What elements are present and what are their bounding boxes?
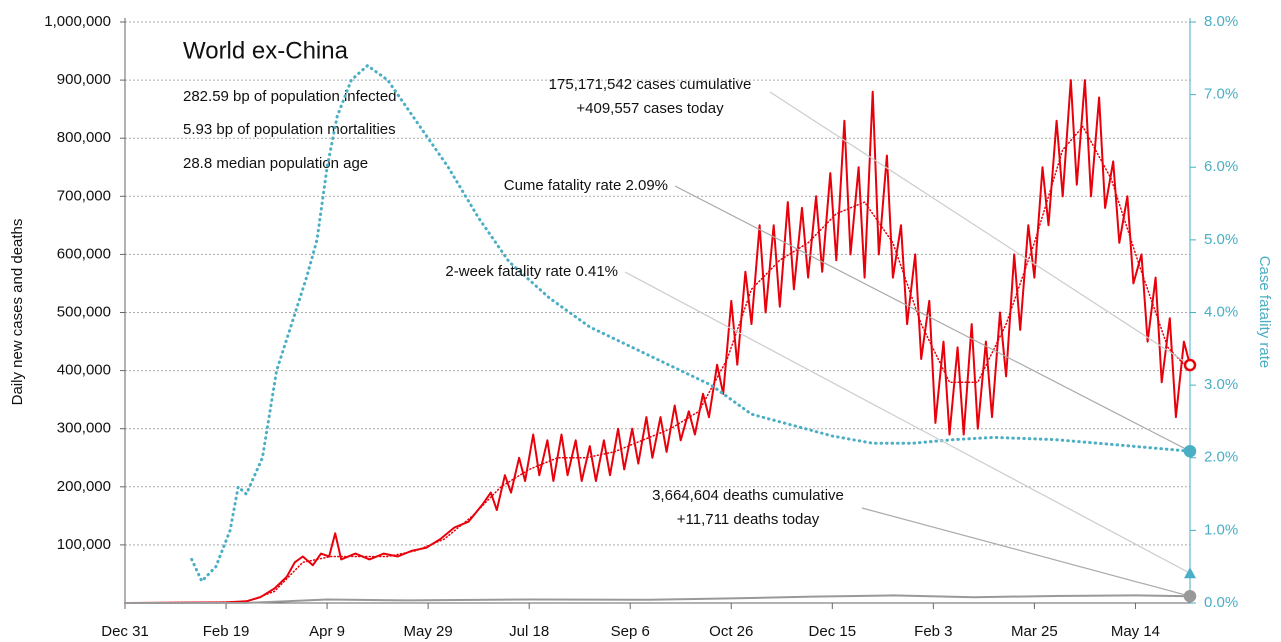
x-tick-label: Dec 31	[101, 623, 149, 640]
end-marker	[1183, 589, 1197, 603]
triangle-marker	[1184, 567, 1196, 579]
y-tick-label: 200,000	[57, 478, 111, 495]
y-tick-label: 900,000	[57, 71, 111, 88]
chart-title: World ex-China	[183, 37, 349, 64]
y2-tick-label: 6.0%	[1204, 158, 1238, 175]
x-tick-label: Jul 18	[509, 623, 549, 640]
annotation: Cume fatality rate 2.09%	[504, 177, 668, 194]
y2-axis-label: Case fatality rate	[1256, 256, 1273, 369]
y-tick-label: 1,000,000	[44, 13, 111, 30]
x-tick-label: Sep 6	[611, 623, 650, 640]
y2-tick-label: 1.0%	[1204, 521, 1238, 538]
annotation: +409,557 cases today	[576, 100, 724, 117]
x-tick-label: Mar 25	[1011, 623, 1058, 640]
x-tick-label: Feb 3	[914, 623, 952, 640]
end-marker	[1183, 444, 1197, 458]
end-marker	[1183, 358, 1197, 372]
y2-tick-label: 5.0%	[1204, 231, 1238, 248]
y2-tick-label: 4.0%	[1204, 303, 1238, 320]
series-line	[124, 125, 1191, 604]
y2-tick-label: 3.0%	[1204, 376, 1238, 393]
subtitle: 5.93 bp of population mortalities	[183, 121, 396, 138]
annotation: 3,664,604 deaths cumulative	[652, 487, 844, 504]
subtitle: 282.59 bp of population infected	[183, 88, 397, 105]
y2-tick-label: 2.0%	[1204, 449, 1238, 466]
x-tick-label: Oct 26	[709, 623, 753, 640]
y2-tick-label: 0.0%	[1204, 594, 1238, 611]
series-line	[124, 79, 1191, 604]
x-tick-label: Dec 15	[809, 623, 857, 640]
y2-tick-label: 8.0%	[1204, 13, 1238, 30]
y-tick-label: 100,000	[57, 536, 111, 553]
y-tick-label: 300,000	[57, 420, 111, 437]
annotation: 2-week fatality rate 0.41%	[445, 263, 618, 280]
annotation: 175,171,542 cases cumulative	[549, 76, 752, 93]
y-tick-label: 600,000	[57, 245, 111, 262]
series-line	[190, 64, 1192, 583]
x-tick-label: May 14	[1111, 623, 1160, 640]
y-tick-label: 400,000	[57, 362, 111, 379]
x-tick-label: Apr 9	[309, 623, 345, 640]
annotation: +11,711 deaths today	[677, 511, 820, 528]
leader-line	[769, 91, 1191, 366]
leader-line	[674, 185, 1191, 452]
y-axis-label: Daily new cases and deaths	[9, 219, 26, 406]
leader-line	[861, 507, 1191, 597]
y-tick-label: 800,000	[57, 129, 111, 146]
y-tick-label: 700,000	[57, 187, 111, 204]
subtitle: 28.8 median population age	[183, 155, 368, 172]
y-tick-label: 500,000	[57, 303, 111, 320]
series-line	[124, 594, 1191, 604]
y2-tick-label: 7.0%	[1204, 86, 1238, 103]
leader-line	[624, 271, 1191, 574]
x-tick-label: May 29	[404, 623, 453, 640]
x-tick-label: Feb 19	[203, 623, 250, 640]
